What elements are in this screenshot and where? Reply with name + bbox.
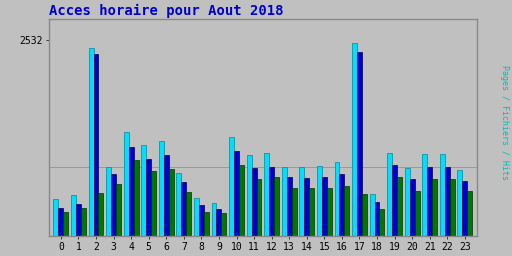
Bar [427, 167, 432, 236]
Bar [129, 147, 134, 236]
Bar [339, 174, 345, 236]
Bar [247, 155, 251, 236]
Bar [124, 132, 129, 236]
Bar [199, 205, 204, 236]
Bar [362, 195, 367, 236]
Bar [111, 174, 116, 236]
Bar [450, 179, 455, 236]
Bar [239, 165, 244, 236]
Bar [352, 43, 357, 236]
Bar [392, 165, 397, 236]
Bar [462, 180, 467, 236]
Bar [292, 188, 296, 236]
Bar [304, 178, 309, 236]
Bar [405, 168, 410, 236]
Bar [251, 168, 257, 236]
Bar [116, 184, 121, 236]
Bar [264, 153, 269, 236]
Bar [282, 167, 287, 236]
Bar [357, 52, 362, 236]
Bar [327, 188, 332, 236]
Text: Acces horaire pour Aout 2018: Acces horaire pour Aout 2018 [49, 4, 283, 18]
Bar [345, 186, 349, 236]
Bar [457, 170, 462, 236]
Bar [432, 179, 437, 236]
Bar [440, 154, 445, 236]
Bar [322, 177, 327, 236]
Bar [410, 179, 415, 236]
Bar [274, 177, 279, 236]
Bar [134, 161, 139, 236]
Bar [375, 202, 379, 236]
Bar [211, 203, 217, 236]
Bar [287, 177, 292, 236]
Bar [89, 48, 94, 236]
Bar [397, 177, 402, 236]
Bar [186, 192, 191, 236]
Bar [76, 204, 81, 236]
Bar [63, 212, 68, 236]
Bar [94, 54, 98, 236]
Bar [334, 162, 339, 236]
Bar [169, 169, 174, 236]
Bar [194, 198, 199, 236]
Bar [151, 171, 156, 236]
Bar [269, 167, 274, 236]
Bar [229, 137, 234, 236]
Bar [106, 167, 111, 236]
Bar [317, 166, 322, 236]
Bar [81, 208, 86, 236]
Bar [141, 145, 146, 236]
Bar [234, 151, 239, 236]
Bar [204, 211, 209, 236]
Bar [146, 159, 151, 236]
Bar [217, 209, 221, 236]
Bar [221, 213, 226, 236]
Bar [300, 167, 304, 236]
Bar [164, 155, 169, 236]
Bar [159, 141, 164, 236]
Bar [98, 193, 103, 236]
Bar [181, 182, 186, 236]
Bar [422, 154, 427, 236]
Bar [370, 195, 375, 236]
Bar [309, 188, 314, 236]
Bar [177, 173, 181, 236]
Bar [53, 199, 58, 236]
Bar [58, 208, 63, 236]
Bar [379, 209, 385, 236]
Bar [257, 179, 262, 236]
Bar [387, 153, 392, 236]
Text: Pages / Fichiers / Hits: Pages / Fichiers / Hits [500, 65, 509, 180]
Bar [445, 167, 450, 236]
Bar [415, 191, 419, 236]
Bar [467, 191, 472, 236]
Bar [71, 195, 76, 236]
